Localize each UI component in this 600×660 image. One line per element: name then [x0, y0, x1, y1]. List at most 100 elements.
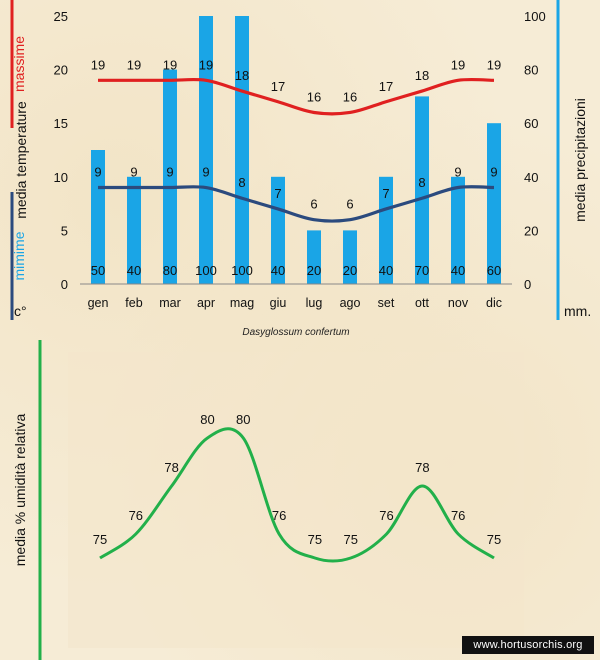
watermark: www.hortusorchis.org	[462, 636, 594, 654]
max-temperature-label: 17	[271, 79, 285, 94]
month-labels: gen feb mar apr mag giu lug ago set ott nov dic	[88, 296, 502, 310]
min-temperature-label: 9	[94, 165, 101, 180]
month-label: ago	[340, 296, 361, 310]
precipitation-bar	[487, 123, 501, 284]
temperature-lines	[97, 77, 495, 223]
humidity-value-label: 80	[236, 412, 250, 427]
max-temperature-label: 19	[199, 57, 213, 72]
min-temperature-label: 6	[310, 197, 317, 212]
humidity-value-label: 75	[308, 532, 322, 547]
precipitation-bar	[343, 230, 357, 284]
humidity-plot-area	[68, 352, 524, 648]
min-temperature-label: 7	[382, 186, 389, 201]
humidity-value-label: 76	[129, 508, 143, 523]
min-label: mimime	[11, 231, 27, 280]
humidity-value-label: 78	[164, 460, 178, 475]
precipitation-bars	[91, 16, 501, 285]
max-temperature-label: 18	[235, 68, 249, 83]
max-temperature-label: 16	[343, 89, 357, 104]
right-axis-ticks: 0 20 40 60 80 100	[524, 9, 546, 292]
temperature-axis-label: media temperature	[13, 101, 29, 219]
humidity-value-label: 76	[451, 508, 465, 523]
month-label: dic	[486, 296, 502, 310]
max-temperature-label: 19	[487, 57, 501, 72]
humidity-value-label: 76	[379, 508, 393, 523]
precipitation-value-label: 20	[343, 263, 357, 278]
left-tick-label: 0	[61, 277, 68, 292]
month-label: nov	[448, 296, 469, 310]
precipitation-bar	[415, 96, 429, 285]
month-label: mag	[230, 296, 254, 310]
precipitation-unit: mm.	[564, 303, 591, 319]
humidity-chart: media % umidità relativa 75 76 78 80 80 76 75 7…	[12, 340, 524, 660]
precipitation-value-label: 40	[271, 263, 285, 278]
left-axis-ticks: 0 5 10 15 20 25	[54, 9, 68, 292]
precipitation-bar	[235, 16, 249, 284]
right-tick-label: 80	[524, 63, 538, 78]
max-temperature-label: 19	[91, 57, 105, 72]
min-temperature-label: 8	[418, 175, 425, 190]
max-temperature-label: 19	[127, 57, 141, 72]
precipitation-value-label: 60	[487, 263, 501, 278]
precipitation-value-label: 40	[127, 263, 141, 278]
humidity-line	[99, 427, 495, 563]
right-tick-label: 40	[524, 170, 538, 185]
month-label: lug	[306, 296, 323, 310]
month-label: feb	[125, 296, 142, 310]
precipitation-value-label: 50	[91, 263, 105, 278]
precipitation-bar	[379, 176, 393, 284]
left-tick-label: 5	[61, 223, 68, 238]
precipitation-bar	[451, 176, 465, 284]
month-label: mar	[159, 296, 181, 310]
max-temperature-line	[97, 77, 495, 116]
right-tick-label: 60	[524, 116, 538, 131]
humidity-value-label: 75	[93, 532, 107, 547]
month-label: apr	[197, 296, 215, 310]
humidity-value-label: 80	[200, 412, 214, 427]
precipitation-value-label: 80	[163, 263, 177, 278]
precipitation-axis-label: media precipitazioni	[572, 98, 588, 222]
humidity-value-label: 75	[487, 532, 501, 547]
precipitation-value-label: 20	[307, 263, 321, 278]
month-label: ott	[415, 296, 429, 310]
precipitation-bar	[199, 16, 213, 284]
precipitation-value-label: 40	[451, 263, 465, 278]
data-labels: 50 40 80 100 100 40 20 20 40 70 40 60 19 19 19 19 18 17 16…	[91, 57, 501, 278]
min-temperature-label: 6	[346, 197, 353, 212]
precipitation-value-label: 100	[195, 263, 217, 278]
temperature-unit: c°	[14, 303, 27, 319]
max-temperature-label: 19	[451, 57, 465, 72]
precipitation-bar	[307, 230, 321, 284]
min-temperature-label: 8	[238, 175, 245, 190]
month-label: gen	[88, 296, 109, 310]
humidity-value-label: 75	[343, 532, 357, 547]
max-label: massime	[11, 36, 27, 92]
max-temperature-label: 18	[415, 68, 429, 83]
humidity-axis-label: media % umidità relativa	[12, 414, 28, 567]
precipitation-bar	[127, 176, 141, 284]
left-tick-label: 25	[54, 9, 68, 24]
right-tick-label: 0	[524, 277, 531, 292]
precipitation-value-label: 40	[379, 263, 393, 278]
right-tick-label: 20	[524, 223, 538, 238]
month-label: giu	[270, 296, 287, 310]
min-temperature-label: 9	[454, 165, 461, 180]
min-temperature-label: 7	[274, 186, 281, 201]
min-temperature-label: 9	[490, 165, 497, 180]
min-temperature-label: 9	[166, 165, 173, 180]
precipitation-bar	[271, 176, 285, 284]
left-tick-label: 15	[54, 116, 68, 131]
humidity-value-label: 76	[272, 508, 286, 523]
right-tick-label: 100	[524, 9, 546, 24]
min-temperature-line	[97, 185, 495, 223]
max-temperature-label: 16	[307, 89, 321, 104]
chart-caption: Dasyglossum confertum	[242, 327, 349, 338]
left-tick-label: 20	[54, 63, 68, 78]
precipitation-bar	[91, 150, 105, 284]
min-temperature-label: 9	[202, 165, 209, 180]
humidity-labels: 75 76 78 80 80 76 75 75 76 78 76 75	[93, 412, 501, 547]
left-tick-label: 10	[54, 170, 68, 185]
precipitation-value-label: 70	[415, 263, 429, 278]
min-temperature-label: 9	[130, 165, 137, 180]
climate-chart: massime media temperature mimime c° medi…	[10, 0, 591, 338]
